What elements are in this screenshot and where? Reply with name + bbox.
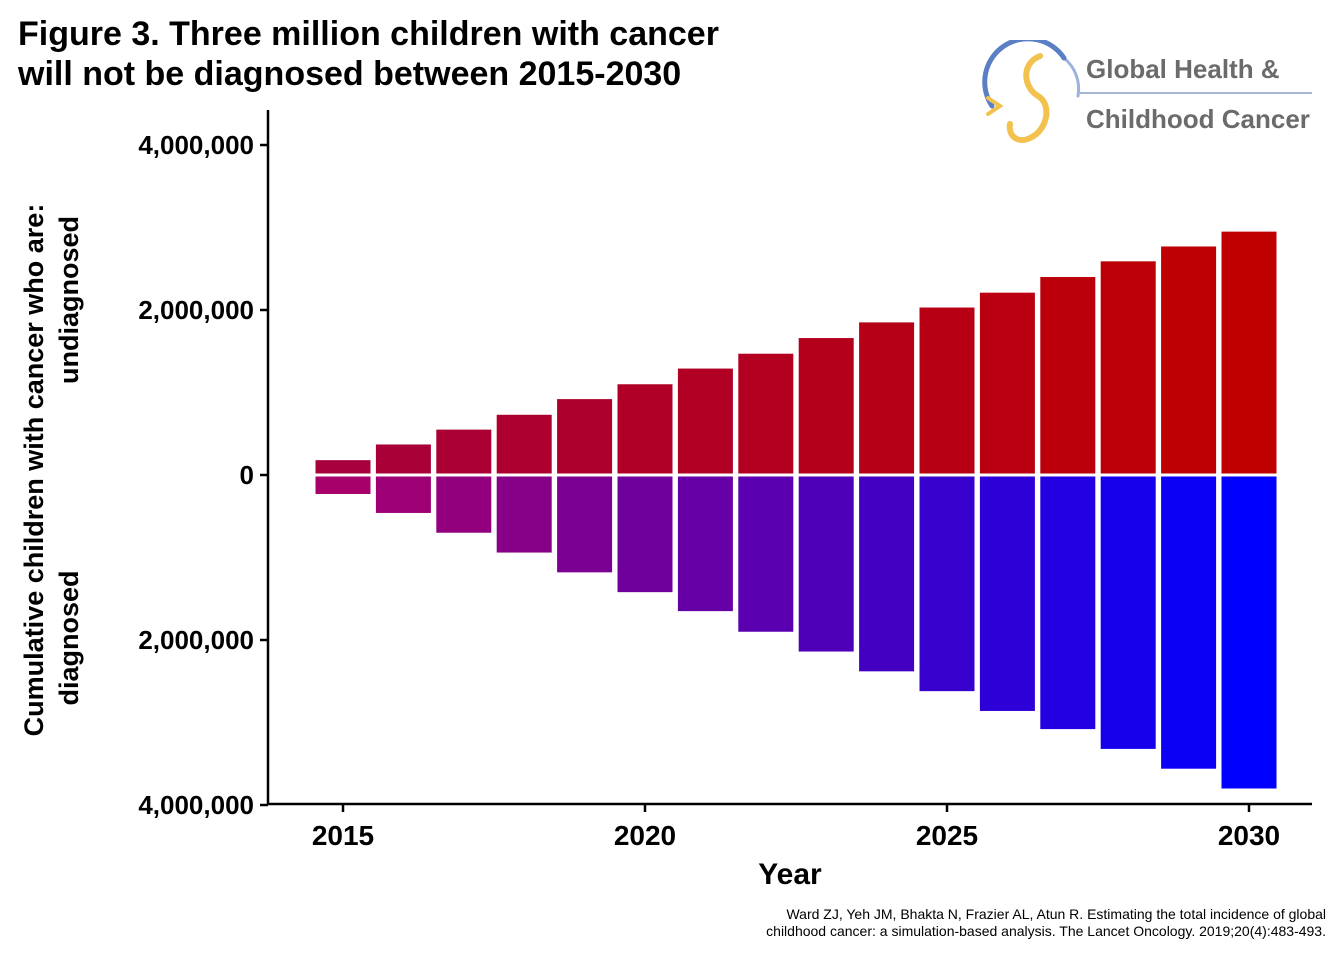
- y-tick-label: 4,000,000: [138, 130, 254, 160]
- citation: Ward ZJ, Yeh JM, Bhakta N, Frazier AL, A…: [766, 906, 1326, 940]
- bar-diagnosed-2030: [1221, 475, 1277, 789]
- bar-undiagnosed-2027: [1040, 277, 1096, 475]
- bar-undiagnosed-2025: [919, 307, 975, 475]
- y-axis-title-diagnosed: diagnosed: [54, 570, 84, 705]
- bar-undiagnosed-2026: [979, 292, 1035, 475]
- bar-undiagnosed-2024: [859, 322, 915, 475]
- x-tick-label: 2020: [614, 820, 676, 851]
- y-axis-title-undiagnosed: undiagnosed: [54, 216, 84, 384]
- bar-undiagnosed-2023: [798, 338, 854, 475]
- bar-undiagnosed-2020: [617, 384, 673, 475]
- bar-diagnosed-2028: [1100, 475, 1156, 749]
- y-tick-label: 2,000,000: [138, 625, 254, 655]
- bar-undiagnosed-2015: [315, 460, 371, 475]
- logo-text-line1: Global Health &: [1086, 54, 1280, 84]
- y-tick-label: 0: [240, 460, 254, 490]
- bar-undiagnosed-2030: [1221, 231, 1277, 475]
- bar-diagnosed-2017: [436, 475, 492, 533]
- bar-diagnosed-2020: [617, 475, 673, 593]
- bar-diagnosed-2026: [979, 475, 1035, 711]
- bar-undiagnosed-2019: [557, 399, 613, 475]
- undiagnosed-bars: [315, 231, 1277, 475]
- bar-undiagnosed-2029: [1161, 246, 1217, 475]
- chart-title-line1: Figure 3. Three million children with ca…: [18, 15, 719, 53]
- bar-undiagnosed-2016: [375, 444, 431, 475]
- bar-diagnosed-2019: [557, 475, 613, 573]
- logo-divider: [1080, 92, 1312, 94]
- x-tick-label: 2030: [1218, 820, 1280, 851]
- bar-undiagnosed-2018: [496, 414, 552, 475]
- diagnosed-bars: [315, 475, 1277, 789]
- chart-title-line2: will not be diagnosed between 2015-2030: [18, 55, 682, 93]
- bar-undiagnosed-2022: [738, 353, 794, 475]
- bar-undiagnosed-2021: [677, 368, 733, 475]
- bar-diagnosed-2024: [859, 475, 915, 672]
- y-tick-label: 2,000,000: [138, 295, 254, 325]
- y-axis-title-line1: Cumulative children with cancer who are:: [19, 204, 49, 737]
- bar-undiagnosed-2028: [1100, 261, 1156, 475]
- bar-diagnosed-2021: [677, 475, 733, 612]
- bar-diagnosed-2018: [496, 475, 552, 553]
- logo-text-line2: Childhood Cancer: [1086, 104, 1310, 134]
- citation-line2: childhood cancer: a simulation-based ana…: [766, 923, 1326, 939]
- x-tick-label: 2015: [312, 820, 374, 851]
- y-axis: 4,000,000 2,000,000 0 2,000,000 4,000,000: [138, 110, 270, 820]
- bar-diagnosed-2027: [1040, 475, 1096, 730]
- bar-undiagnosed-2017: [436, 429, 492, 475]
- bar-diagnosed-2015: [315, 475, 371, 494]
- x-tick-label: 2025: [916, 820, 978, 851]
- x-axis-title: Year: [758, 858, 822, 891]
- bar-diagnosed-2029: [1161, 475, 1217, 769]
- x-axis: 2015 2020 2025 2030: [268, 802, 1312, 851]
- bar-diagnosed-2022: [738, 475, 794, 632]
- bar-diagnosed-2023: [798, 475, 854, 652]
- bar-diagnosed-2025: [919, 475, 975, 692]
- y-tick-label: 4,000,000: [138, 790, 254, 820]
- global-health-childhood-cancer-logo: Global Health & Childhood Cancer: [980, 40, 1330, 150]
- chart-title: Figure 3. Three million children with ca…: [18, 14, 719, 94]
- citation-line1: Ward ZJ, Yeh JM, Bhakta N, Frazier AL, A…: [786, 906, 1326, 922]
- bar-diagnosed-2016: [375, 475, 431, 513]
- logo-emblem-icon: [982, 40, 1081, 144]
